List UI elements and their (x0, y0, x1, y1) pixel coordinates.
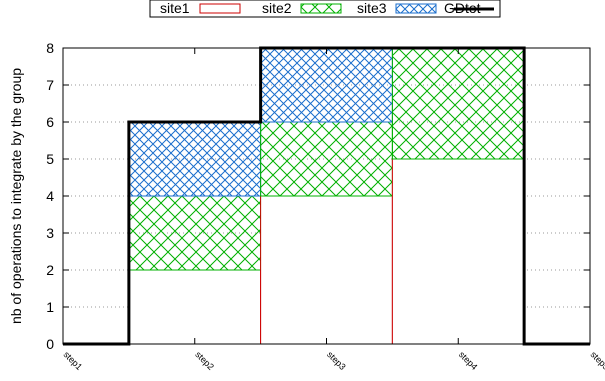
bar-site1-step4 (391, 158, 525, 345)
y-axis-label: nb of operations to integrate by the gro… (8, 68, 24, 324)
y-tick-label: 5 (46, 151, 54, 167)
x-tick-label-step1: step1 (62, 349, 85, 372)
bar-site2-step2 (128, 195, 262, 271)
y-tick-label: 7 (46, 77, 54, 93)
bars (128, 47, 525, 345)
x-tick-label-step4: step4 (457, 349, 480, 372)
legend-label-site1: site1 (160, 0, 190, 16)
y-tick-label: 1 (46, 299, 54, 315)
bar-site2-step3 (260, 121, 393, 197)
legend: site1 site2 site3 GDtot (149, 0, 501, 18)
x-tick-label-step3: step3 (325, 349, 348, 372)
bar-site3-step3 (260, 47, 393, 123)
legend-label-site2: site2 (262, 0, 292, 16)
y-tick-label: 8 (46, 40, 54, 56)
bar-site1-step2 (128, 269, 262, 345)
bar-site3-step2 (128, 121, 262, 197)
x-tick-label-step5: step5 (589, 349, 605, 372)
y-tick-label: 0 (46, 336, 54, 352)
legend-swatch-site1 (199, 3, 241, 14)
legend-label-site3: site3 (357, 0, 387, 16)
y-tick-label: 6 (46, 114, 54, 130)
bar-site2-step4 (391, 47, 525, 160)
y-axis: 0 1 2 3 4 5 6 7 8 (46, 40, 590, 352)
y-tick-label: 4 (46, 188, 54, 204)
legend-swatch-site3 (395, 3, 437, 14)
y-tick-label: 3 (46, 225, 54, 241)
bar-site1-step3 (260, 195, 393, 345)
legend-swatch-site2 (300, 3, 342, 14)
y-tick-label: 2 (46, 262, 54, 278)
x-tick-label-step2: step2 (193, 349, 216, 372)
